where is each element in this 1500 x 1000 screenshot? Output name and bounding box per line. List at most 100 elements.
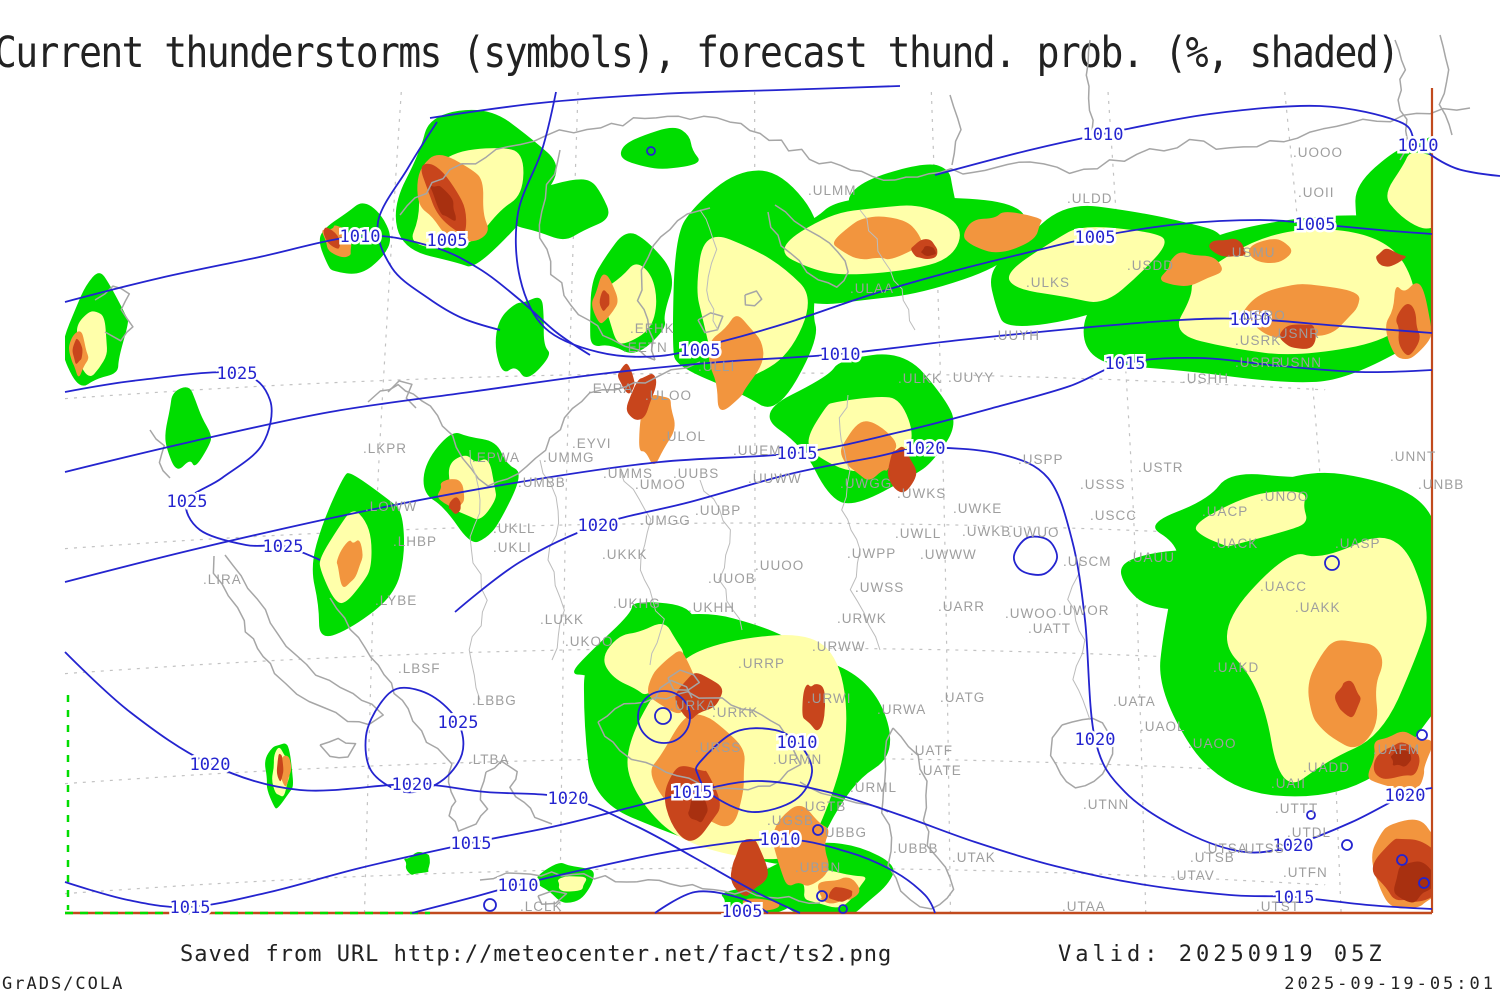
isobar-label-1020: 1020 [392,775,433,795]
station-label-UNNT: .UNNT [1390,449,1436,464]
station-label-LBBG: .LBBG [472,693,517,708]
prob-shade-yellow [1008,227,1165,302]
station-label-LTBA: .LTBA [468,752,510,767]
isobar-label-1010: 1010 [340,227,381,247]
prob-shade-red [448,497,461,514]
station-label-LCLK: .LCLK [520,899,563,914]
station-label-UMBB: .UMBB [518,475,566,490]
station-label-LUKK: .LUKK [540,612,584,627]
isobar-label-1020: 1020 [1385,786,1426,806]
coastline [487,361,701,487]
station-label-URWA: .URWA [877,702,926,717]
coastline [149,429,171,479]
station-label-UWOR: .UWOR [1058,603,1110,618]
station-label-UTNN: .UTNN [1083,797,1129,812]
station-label-USNR: .USNR [1273,326,1320,341]
coastline [538,149,656,361]
thunderstorm-symbol [838,904,848,914]
isobar-label-1010: 1010 [1230,310,1271,330]
station-label-ULKS: .ULKS [1026,275,1070,290]
station-label-LKPR: .LKPR [363,441,407,456]
station-label-UWOO: .UWOO [1005,606,1057,621]
isobar-label-1010: 1010 [820,345,861,365]
station-label-UAKD: .UAKD [1213,660,1259,675]
footer-generator: GrADS/COLA [2,974,125,994]
coastline [94,285,134,342]
prob-shade-red [1279,324,1316,349]
station-label-USPP: .USPP [1018,452,1064,467]
isobar-line-1025 [364,686,465,794]
coastline [744,290,763,307]
station-label-UARR: .UARR [938,599,985,614]
station-label-UTSA: .UTSA [1203,841,1248,856]
station-label-UWLL: .UWLL [895,526,941,541]
isobar-label-1015: 1015 [777,444,818,464]
isobar-line-1010 [64,234,591,356]
thunderstorm-symbol [646,146,656,156]
prob-shade-red [802,684,826,731]
prob-shade-yellow [1387,152,1432,229]
isobar-label-1020: 1020 [905,439,946,459]
isobar-label-1005: 1005 [427,231,468,251]
domain-boundary [65,88,1434,915]
station-label-UWGG: .UWGG [840,476,892,491]
station-label-USRK: .USRK [1235,333,1281,348]
thunderstorm-symbol [816,890,828,902]
thunderstorm-symbol [1324,555,1340,571]
station-label-USRR: .USRR [1235,355,1282,370]
isobar-label-1005: 1005 [680,341,721,361]
border-line [539,459,565,661]
footer-source-url: Saved from URL http://meteocenter.net/fa… [180,942,893,967]
station-label-USNN: .USNN [1275,355,1322,370]
coastline [767,204,849,288]
isobar-label-1025: 1025 [438,713,479,733]
coastline [949,94,962,166]
coastline [319,737,357,759]
station-label-UUBP: .UUBP [695,503,741,518]
station-label-UUEM: .UUEM [733,443,782,458]
thunderstorm-symbol [1306,810,1316,820]
isobar-label-1020: 1020 [1273,836,1314,856]
border-line [1067,559,1091,721]
station-label-USRO: .USRO [1238,308,1286,323]
border-line [619,469,665,666]
station-label-UKOO: .UKOO [565,634,614,649]
station-label-UTST: .UTST [1256,899,1300,914]
prob-shade-yellow [1195,491,1307,547]
station-label-UKLI: .UKLI [493,540,532,555]
station-label-UTSB: .UTSB [1190,850,1235,865]
station-label-USCM: .USCM [1063,554,1112,569]
prob-shade-red [626,374,657,420]
prob-shade-red [1396,303,1420,356]
station-label-URWW: .URWW [812,639,866,654]
prob-shade-red [599,290,610,311]
borders-rivers [468,209,1091,721]
station-label-URMN: .URMN [773,752,822,767]
isobar-label-1010: 1010 [1398,136,1439,156]
station-label-URKA: .URKA [670,698,716,713]
station-label-UBBN: .UBBN [795,860,841,875]
isobar-label-1005: 1005 [1075,228,1116,248]
thunderstorm-symbol [1418,877,1430,889]
coastline [880,727,955,910]
isobar-line-1010 [934,104,1500,177]
coastline [1049,717,1114,789]
station-label-ULMM: .ULMM [808,183,857,198]
station-label-ULAA: .ULAA [850,281,894,296]
station-label-UUBS: .UUBS [673,466,719,481]
prob-shade-red [828,887,853,902]
station-label-UMMG: .UMMG [543,450,595,465]
station-label-URWK: .URWK [837,611,887,626]
graticule-meridian [1107,91,1147,914]
border-line [699,209,719,331]
thunderstorm-symbol [483,898,497,912]
coastline [597,690,802,791]
station-label-UATG: .UATG [940,690,985,705]
station-label-UAOO: .UAOO [1188,736,1237,751]
station-label-UACK: .UACK [1212,536,1258,551]
station-label-ULOL: .ULOL [662,429,706,444]
prob-shade-red [675,673,723,720]
thunderstorm-symbol [654,707,672,725]
station-label-UKHH: .UKHH [688,600,735,615]
isobar-line-1010 [429,85,901,119]
